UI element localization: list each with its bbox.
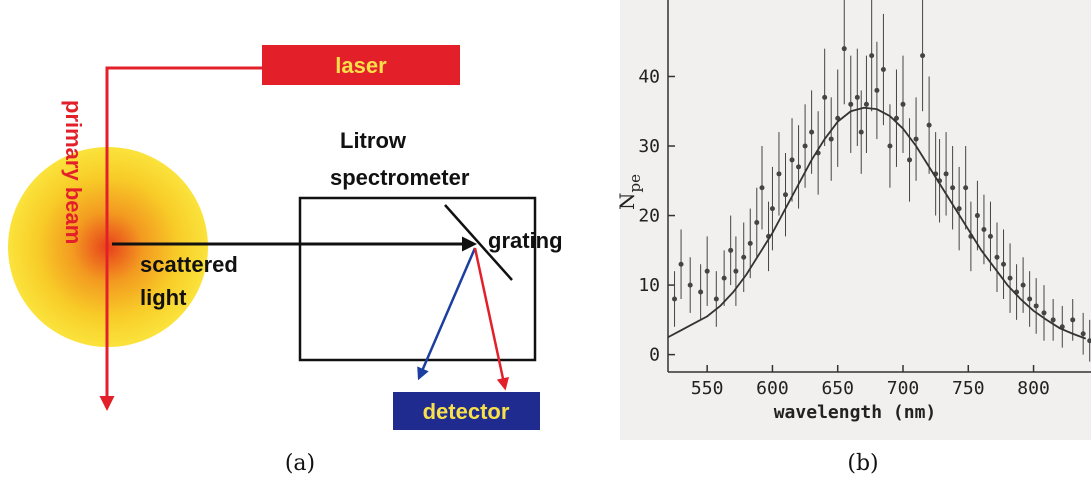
data-point: [854, 94, 860, 100]
data-point: [1020, 282, 1026, 288]
data-point: [769, 206, 775, 212]
data-point: [956, 206, 962, 212]
data-point: [987, 233, 993, 239]
data-point: [809, 129, 815, 135]
chart: 550 600 650 700 750 800 0 10 20 30 40 wavelength (n…: [615, 0, 1091, 440]
x-tick-label: 650: [821, 378, 854, 399]
y-axis-label: Npe: [615, 174, 644, 210]
y-axis-label-sub: pe: [626, 174, 644, 193]
data-point: [1050, 317, 1056, 323]
primary-beam-label: primary beam: [61, 100, 86, 244]
data-point: [974, 213, 980, 219]
spectrometer-label: spectrometer: [330, 165, 470, 190]
x-tick-label: 550: [691, 378, 724, 399]
data-point: [981, 226, 987, 232]
data-point: [893, 115, 899, 121]
x-tick-label: 750: [952, 378, 985, 399]
data-point: [1070, 317, 1076, 323]
data-point: [728, 247, 734, 253]
grating: [444, 204, 513, 281]
data-point: [747, 240, 753, 246]
data-point: [963, 185, 969, 191]
data-point: [907, 157, 913, 163]
data-point: [950, 185, 956, 191]
x-tick-label: 800: [1017, 378, 1050, 399]
data-point: [733, 268, 739, 274]
y-tick-label: 40: [638, 66, 660, 87]
data-point: [1087, 338, 1091, 344]
x-tick-label: 700: [887, 378, 920, 399]
data-point: [1007, 275, 1013, 281]
data-point: [741, 254, 747, 260]
caption: (a): [285, 451, 315, 476]
data-point: [678, 261, 684, 267]
scan-background: [620, 0, 1091, 440]
x-tick-label: 600: [756, 378, 789, 399]
data-point: [913, 136, 919, 142]
data-point: [783, 192, 788, 198]
data-point: [874, 87, 880, 93]
y-tick-label: 20: [638, 206, 660, 227]
data-point: [943, 171, 949, 177]
y-tick-label: 10: [638, 275, 660, 296]
diagram: laser primary beam Litrow spectrometer g…: [8, 45, 563, 476]
data-point: [1041, 310, 1047, 316]
data-point: [869, 53, 875, 59]
data-point: [1080, 331, 1086, 337]
data-point: [900, 101, 906, 107]
grating-label: grating: [488, 228, 563, 253]
data-point: [789, 157, 795, 163]
data-point: [672, 296, 678, 302]
data-point: [687, 282, 693, 288]
y-tick-label: 30: [638, 136, 660, 157]
plot-area: [668, 0, 1091, 362]
spectrometer-label: Litrow: [340, 128, 407, 153]
spectrometer-box: [298, 196, 537, 362]
data-point: [835, 115, 841, 121]
data-point: [887, 143, 893, 149]
data-point: [698, 289, 704, 295]
data-point: [863, 101, 869, 107]
blue-ray: [417, 247, 477, 381]
data-point: [920, 53, 926, 59]
data-point: [1001, 261, 1007, 267]
caption: (b): [847, 451, 878, 476]
fit-curve: [668, 106, 1087, 340]
data-point: [1027, 296, 1033, 302]
data-point: [754, 220, 760, 226]
data-point: [759, 185, 765, 191]
primary-beam: [99, 66, 262, 411]
laser-box: [262, 45, 460, 85]
scattered-label: light: [140, 285, 187, 310]
laser-label: laser: [335, 53, 387, 78]
data-point: [704, 268, 710, 274]
detector-label: detector: [423, 399, 510, 424]
data-point: [1033, 303, 1039, 309]
data-point: [713, 296, 719, 302]
data-point: [841, 46, 847, 52]
scattered-label: scattered: [140, 252, 238, 277]
y-axis-label-main: N: [615, 193, 639, 211]
data-point: [994, 254, 1000, 260]
data-point: [822, 94, 828, 100]
data-point: [926, 122, 932, 128]
data-point: [848, 101, 854, 107]
data-point: [721, 275, 727, 281]
red-ray: [473, 247, 510, 391]
data-point: [828, 136, 834, 142]
data-point: [796, 164, 802, 170]
data-point: [802, 143, 808, 149]
data-point: [858, 129, 864, 135]
data-point: [776, 171, 782, 177]
x-axis-label: wavelength (nm): [774, 402, 937, 423]
data-point: [880, 67, 886, 73]
y-tick-label: 0: [649, 345, 660, 366]
detector-box: [393, 392, 540, 430]
